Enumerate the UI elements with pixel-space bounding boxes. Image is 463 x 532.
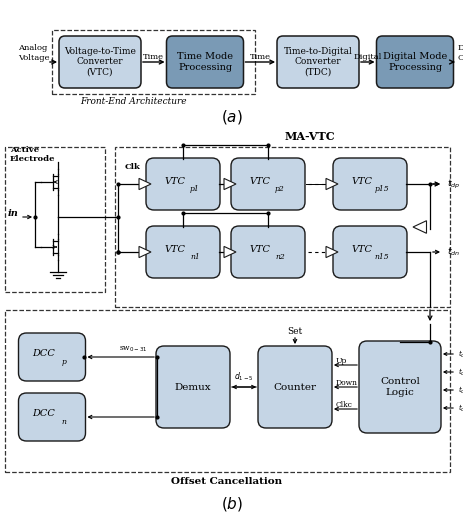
Text: Digital Mode
Processing: Digital Mode Processing xyxy=(382,52,446,72)
Polygon shape xyxy=(224,178,236,189)
FancyBboxPatch shape xyxy=(59,36,141,88)
FancyBboxPatch shape xyxy=(375,36,452,88)
Polygon shape xyxy=(412,221,425,234)
FancyBboxPatch shape xyxy=(358,341,440,433)
Text: Time-to-Digital
Converter
(TDC): Time-to-Digital Converter (TDC) xyxy=(283,47,351,77)
Text: Clkc: Clkc xyxy=(335,401,352,409)
Text: Demux: Demux xyxy=(174,383,211,392)
Bar xyxy=(5,147,105,292)
Polygon shape xyxy=(139,246,150,257)
Text: p1: p1 xyxy=(190,185,200,193)
Text: Front-End Architecture: Front-End Architecture xyxy=(80,96,186,105)
Text: $t_{dmax}$: $t_{dmax}$ xyxy=(457,348,463,360)
Text: sw$_{0-31}$: sw$_{0-31}$ xyxy=(119,344,147,354)
Text: $t_{dp}$: $t_{dp}$ xyxy=(446,178,459,190)
FancyBboxPatch shape xyxy=(19,333,85,381)
Text: Output: Output xyxy=(457,54,463,62)
Text: Voltage-to-Time
Converter
(VTC): Voltage-to-Time Converter (VTC) xyxy=(64,47,136,77)
FancyBboxPatch shape xyxy=(332,226,406,278)
Text: Active: Active xyxy=(10,146,39,154)
FancyBboxPatch shape xyxy=(276,36,358,88)
Text: $t_{dml}$: $t_{dml}$ xyxy=(457,385,463,396)
Text: Time Mode
Processing: Time Mode Processing xyxy=(176,52,232,72)
Text: Time: Time xyxy=(249,53,270,61)
Text: VTC: VTC xyxy=(249,177,270,186)
Text: Control
Logic: Control Logic xyxy=(379,377,419,397)
FancyBboxPatch shape xyxy=(146,158,219,210)
Text: Down: Down xyxy=(335,379,357,387)
Text: $d_{1-5}$: $d_{1-5}$ xyxy=(234,371,253,383)
Text: $t_{dmh}$: $t_{dmh}$ xyxy=(457,402,463,413)
Text: VTC: VTC xyxy=(164,177,185,186)
Text: DCC: DCC xyxy=(32,350,55,359)
Text: Digital: Digital xyxy=(457,44,463,52)
FancyBboxPatch shape xyxy=(19,393,85,441)
Text: $(b)$: $(b)$ xyxy=(220,495,243,513)
Text: $(a)$: $(a)$ xyxy=(220,108,243,126)
FancyBboxPatch shape xyxy=(231,226,304,278)
Text: Electrode: Electrode xyxy=(10,155,56,163)
Text: n2: n2 xyxy=(275,253,284,261)
Text: $t_{dmin}$: $t_{dmin}$ xyxy=(457,367,463,378)
Text: in: in xyxy=(8,210,19,219)
Polygon shape xyxy=(139,178,150,189)
Text: Digital: Digital xyxy=(353,53,381,61)
Text: Offset Cancellation: Offset Cancellation xyxy=(171,478,282,486)
Bar xyxy=(115,147,449,307)
FancyBboxPatch shape xyxy=(257,346,332,428)
FancyBboxPatch shape xyxy=(231,158,304,210)
FancyBboxPatch shape xyxy=(146,226,219,278)
Text: Time: Time xyxy=(143,53,164,61)
Text: VTC: VTC xyxy=(351,177,372,186)
Text: VTC: VTC xyxy=(351,245,372,254)
FancyBboxPatch shape xyxy=(156,346,230,428)
Text: DCC: DCC xyxy=(32,410,55,419)
Text: p: p xyxy=(62,358,66,366)
Bar xyxy=(52,30,255,94)
Polygon shape xyxy=(325,246,337,257)
Text: Clk: Clk xyxy=(125,163,141,171)
Text: p15: p15 xyxy=(374,185,388,193)
Text: Set: Set xyxy=(287,327,302,336)
Text: n: n xyxy=(62,418,66,426)
Text: Counter: Counter xyxy=(273,383,316,392)
Bar xyxy=(5,310,449,472)
Text: $t_{dn}$: $t_{dn}$ xyxy=(446,246,459,258)
Text: VTC: VTC xyxy=(249,245,270,254)
Text: MA-VTC: MA-VTC xyxy=(284,131,335,143)
Text: VTC: VTC xyxy=(164,245,185,254)
Polygon shape xyxy=(224,246,236,257)
Polygon shape xyxy=(325,178,337,189)
Text: Analog: Analog xyxy=(18,44,47,52)
Text: n1: n1 xyxy=(190,253,200,261)
Text: Voltage: Voltage xyxy=(18,54,50,62)
FancyBboxPatch shape xyxy=(332,158,406,210)
Text: p2: p2 xyxy=(275,185,284,193)
Text: Up: Up xyxy=(335,357,347,365)
FancyBboxPatch shape xyxy=(166,36,243,88)
Text: n15: n15 xyxy=(374,253,388,261)
